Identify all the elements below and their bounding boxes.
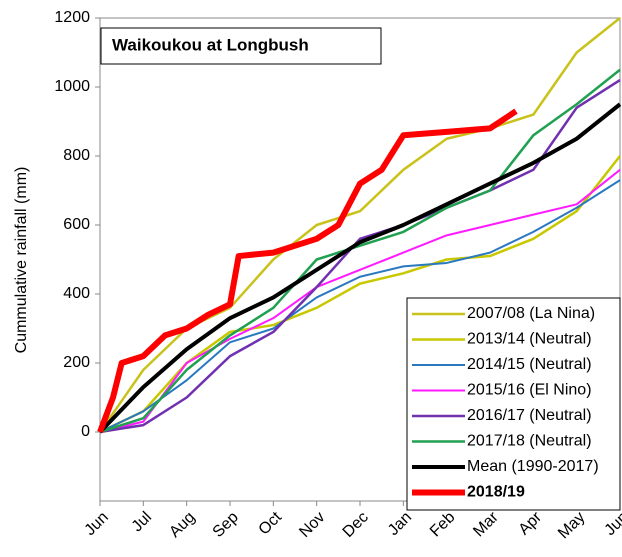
x-tick-label: Feb	[427, 509, 459, 541]
x-tick-label: Apr	[516, 508, 546, 538]
legend-box	[406, 297, 621, 511]
series-line	[99, 79, 621, 434]
y-tick-label: 200	[63, 354, 90, 371]
x-tick-label: Jun	[602, 509, 622, 539]
legend-label: 2014/15 (Neutral)	[467, 356, 592, 373]
series-line	[97, 108, 518, 434]
y-tick-label: 800	[63, 147, 90, 164]
legend-label: 2017/18 (Neutral)	[467, 433, 592, 450]
x-tick-label: Jul	[129, 509, 155, 535]
series-line	[98, 102, 622, 434]
x-tick-label: May	[555, 509, 588, 542]
legend-label: 2007/08 (La Nina)	[467, 305, 595, 322]
series-line	[99, 169, 621, 433]
x-tick-label: Dec	[340, 509, 372, 541]
x-tick-label: Mar	[470, 508, 502, 540]
y-tick-label: 600	[63, 216, 90, 233]
legend-label: 2013/14 (Neutral)	[467, 331, 592, 348]
y-axis-label: Cummulative rainfall (mm)	[13, 167, 30, 354]
legend-label: 2015/16 (El Nino)	[467, 382, 592, 399]
series-line	[99, 179, 621, 433]
title-box	[100, 27, 382, 65]
y-tick-label: 1000	[54, 78, 90, 95]
y-tick-label: 0	[81, 423, 90, 440]
x-tick-label: Oct	[256, 508, 286, 538]
y-tick-label: 400	[63, 285, 90, 302]
legend-label: 2018/19	[467, 484, 525, 501]
y-tick-label: 1200	[54, 9, 90, 26]
chart-title: Waikoukou at Longbush	[112, 35, 309, 54]
x-tick-label: Nov	[296, 509, 328, 541]
x-tick-label: Aug	[166, 509, 198, 541]
x-tick-label: Sep	[210, 509, 242, 541]
legend-label: Mean (1990-2017)	[467, 458, 599, 475]
x-tick-label: Jan	[385, 509, 415, 539]
x-tick-label: Jun	[82, 509, 112, 539]
legend-label: 2016/17 (Neutral)	[467, 407, 592, 424]
series-line	[99, 68, 621, 434]
